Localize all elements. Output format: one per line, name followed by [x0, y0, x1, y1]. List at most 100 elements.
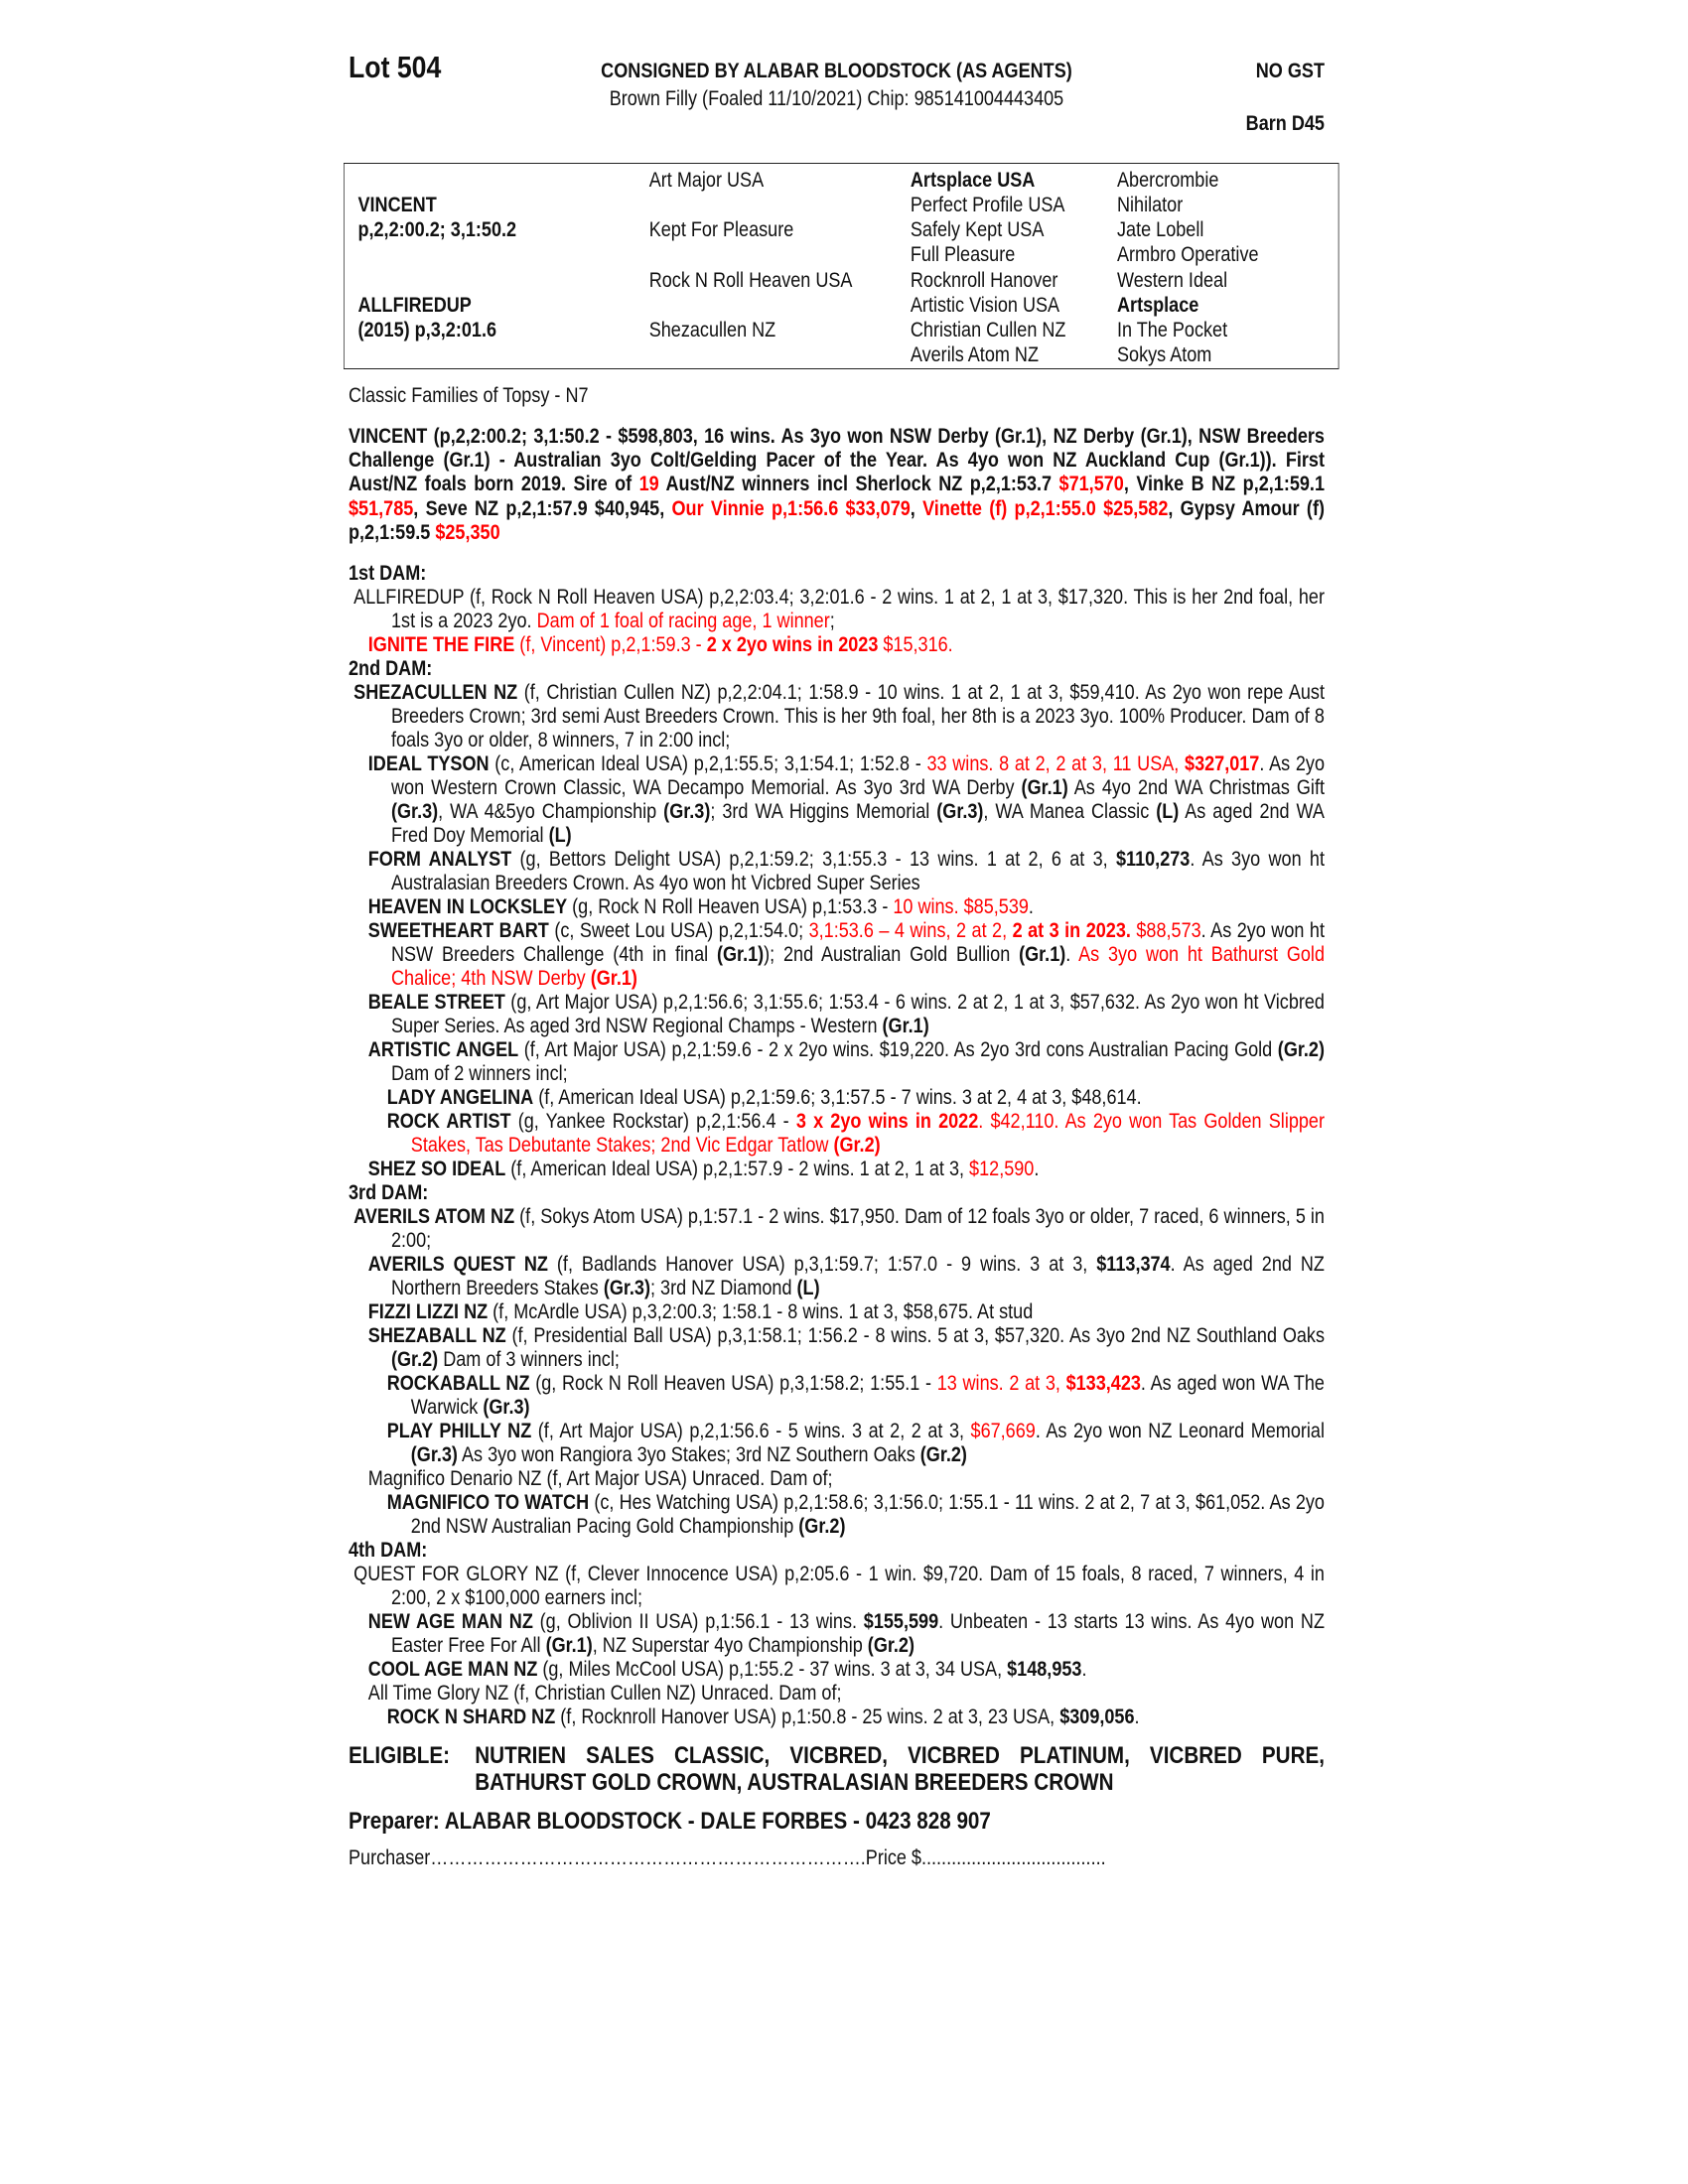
pedigree-gen4: In The Pocket — [1117, 319, 1228, 341]
pedigree-gen2: Rock N Roll Heaven USA — [648, 269, 853, 292]
progeny-entry: All Time Glory NZ (f, Christian Cullen N… — [349, 1682, 1325, 1706]
text-run: ALLFIREDUP (f, Rock N Roll Heaven USA) p… — [353, 586, 1325, 633]
text-run: (c, Hes Watching USA) p,2,1:58.6; 3,1:56… — [410, 1491, 1325, 1539]
text-run: . — [1134, 1706, 1140, 1729]
bold-text: (L) — [796, 1277, 820, 1300]
progeny-entry: MAGNIFICO TO WATCH (c, Hes Watching USA)… — [349, 1491, 1325, 1539]
text-run: . As 2yo won NZ Leonard Memorial — [1035, 1420, 1325, 1443]
barn-location: Barn D45 — [1245, 112, 1325, 135]
pedigree-gen3: Christian Cullen NZ — [910, 319, 1066, 341]
bold-text: FIZZI LIZZI NZ — [367, 1300, 489, 1324]
text-run: (f, Art Major USA) p,2,1:59.6 - 2 x 2yo … — [518, 1038, 1278, 1062]
progeny-entry: PLAY PHILLY NZ (f, Art Major USA) p,2,1:… — [349, 1420, 1325, 1467]
bold-text: (Gr.1) — [716, 943, 765, 967]
highlight-text: 2 at 3 in 2023. — [1012, 919, 1131, 943]
text-run: All Time Glory NZ (f, Christian Cullen N… — [367, 1682, 842, 1706]
pedigree-gen3: Safely Kept USA — [910, 218, 1045, 241]
bold-text: (Gr.3) — [391, 800, 439, 824]
text-run: (c, American Ideal USA) p,2,1:55.5; 3,1:… — [489, 752, 927, 776]
highlight-text: $15,316. — [878, 633, 953, 657]
highlight-text: 3 x 2yo wins in 2022 — [795, 1110, 979, 1134]
bold-text: MAGNIFICO TO WATCH — [386, 1491, 590, 1515]
bold-text: (Gr.1) — [1019, 943, 1066, 967]
text-run: As 4yo 2nd WA Christmas Gift — [1067, 776, 1325, 800]
highlight-text: $327,017 — [1185, 752, 1260, 776]
sire-paragraph: VINCENT (p,2,2:00.2; 3,1:50.2 - $598,803… — [349, 425, 1325, 545]
text-run: Magnifico Denario NZ (f, Art Major USA) … — [367, 1467, 833, 1491]
bold-text: COOL AGE MAN NZ — [367, 1658, 538, 1682]
text-run: . — [1028, 895, 1034, 919]
progeny-entry: IDEAL TYSON (c, American Ideal USA) p,2,… — [349, 752, 1325, 848]
eligible-label: ELIGIBLE: — [349, 1742, 451, 1770]
bold-text: (Gr.2) — [867, 1634, 914, 1658]
progeny-entry: ROCK ARTIST (g, Yankee Rockstar) p,2,1:5… — [349, 1110, 1325, 1158]
text-run: . — [1034, 1158, 1040, 1181]
eligibility: ELIGIBLE: NUTRIEN SALES CLASSIC, VICBRED… — [349, 1742, 1325, 1796]
progeny-entry: SWEETHEART BART (c, Sweet Lou USA) p,2,1… — [349, 919, 1325, 991]
pedigree-gen3: Averils Atom NZ — [910, 343, 1040, 366]
highlight-text: 19 — [638, 473, 659, 496]
highlight-text: (Gr.2) — [833, 1134, 881, 1158]
bold-text: SHEZ SO IDEAL — [367, 1158, 506, 1181]
bold-text: (Gr.3) — [410, 1443, 458, 1467]
bold-text: FORM ANALYST — [367, 848, 512, 872]
bold-text: AVERILS ATOM NZ — [353, 1205, 515, 1229]
pedigree-gen4: Western Ideal — [1117, 269, 1228, 292]
highlight-text: $88,573 — [1136, 919, 1201, 943]
progeny-entry: IGNITE THE FIRE (f, Vincent) p,2,1:59.3 … — [349, 633, 1325, 657]
bold-text: , Gypsy Amour (f) p,2,1:59.5 — [349, 496, 1325, 544]
dam-entry: ALLFIREDUP (f, Rock N Roll Heaven USA) p… — [349, 586, 1325, 633]
text-run: . Unbeaten - 13 starts 13 wins. As 4yo w… — [391, 1610, 1325, 1658]
preparer: Preparer: ALABAR BLOODSTOCK - DALE FORBE… — [349, 1808, 991, 1836]
text-run: Dam of 2 winners incl; — [391, 1062, 568, 1086]
highlight-text: $51,785 — [349, 496, 414, 520]
bold-text: (Gr.2) — [798, 1515, 846, 1539]
text-run: (g, Art Major USA) p,2,1:56.6; 3,1:55.6;… — [391, 991, 1325, 1038]
bold-text: ROCK ARTIST — [386, 1110, 511, 1134]
bold-text: (Gr.2) — [391, 1348, 439, 1372]
highlight-text: 10 wins. $85,539 — [893, 895, 1029, 919]
progeny-entry: SHEZ SO IDEAL (f, American Ideal USA) p,… — [349, 1158, 1325, 1181]
text-run: (g, Miles McCool USA) p,1:55.2 - 37 wins… — [537, 1658, 1008, 1682]
bold-text: , Vinke B NZ p,2,1:59.1 — [1123, 473, 1325, 496]
bold-text: (L) — [548, 824, 572, 848]
bold-text: ROCK N SHARD NZ — [386, 1706, 556, 1729]
progeny-entry: ROCK N SHARD NZ (f, Rocknroll Hanover US… — [349, 1706, 1325, 1729]
text-run: . As 3yo won ht Australasian Breeders Cr… — [391, 848, 1325, 895]
text-run: (f, Art Major USA) p,2,1:56.6 - 5 wins. … — [531, 1420, 971, 1443]
family-line: Classic Families of Topsy - N7 — [349, 384, 589, 407]
bold-text: (Gr.3) — [936, 800, 984, 824]
bold-text: (L) — [1156, 800, 1180, 824]
pedigree-gen3: Perfect Profile USA — [910, 194, 1065, 216]
bold-text: VINCENT (p,2,2:00.2; 3,1:50.2 - $598,803… — [349, 425, 1325, 496]
text-run: Dam of 3 winners incl; — [438, 1348, 620, 1372]
bold-text: (Gr.2) — [1277, 1038, 1325, 1062]
text-run: (g, Yankee Rockstar) p,2,1:56.4 - — [510, 1110, 796, 1134]
bold-text: BEALE STREET — [367, 991, 505, 1015]
bold-text: ROCKABALL NZ — [386, 1372, 530, 1396]
highlight-text: 3,1:53.6 – 4 wins, 2 at 2, — [808, 919, 1013, 943]
dam-lines: 1st DAM: ALLFIREDUP (f, Rock N Roll Heave… — [349, 562, 1325, 1729]
text-run: (g, Rock N Roll Heaven USA) p,1:53.3 - — [567, 895, 894, 919]
progeny-entry: HEAVEN IN LOCKSLEY (g, Rock N Roll Heave… — [349, 895, 1325, 919]
gst-status: NO GST — [1255, 60, 1325, 82]
dam-entry: QUEST FOR GLORY NZ (f, Clever Innocence … — [349, 1563, 1325, 1610]
bold-text: IDEAL TYSON — [367, 752, 490, 776]
text-run: (f, American Ideal USA) p,2,1:57.9 - 2 w… — [505, 1158, 970, 1181]
bold-text: (Gr.2) — [919, 1443, 967, 1467]
pedigree-gen4: Jate Lobell — [1117, 218, 1204, 241]
text-run: . As 2yo won ht NSW Breeders Challenge (… — [391, 919, 1325, 967]
text-run: . — [1081, 1658, 1087, 1682]
highlight-text: $71,570 — [1058, 473, 1124, 496]
text-run: As aged 2nd WA Fred Doy Memorial — [391, 800, 1325, 848]
highlight-text: (Gr.1) — [590, 967, 637, 991]
bold-text: (Gr.3) — [603, 1277, 650, 1300]
text-run: As 3yo won Rangiora 3yo Stakes; 3rd NZ S… — [457, 1443, 920, 1467]
bold-text: (Gr.1) — [545, 1634, 593, 1658]
text-run: (f, Rocknroll Hanover USA) p,1:50.8 - 25… — [555, 1706, 1060, 1729]
highlight-text: . $42,110. As 2yo won Tas Golden Slipper… — [410, 1110, 1325, 1158]
bold-text: Aust/NZ winners incl Sherlock NZ p,2,1:5… — [658, 473, 1059, 496]
bold-text: $148,953 — [1007, 1658, 1082, 1682]
dam-heading: 4th DAM: — [349, 1539, 428, 1563]
pedigree-gen4: Artsplace — [1117, 294, 1199, 317]
